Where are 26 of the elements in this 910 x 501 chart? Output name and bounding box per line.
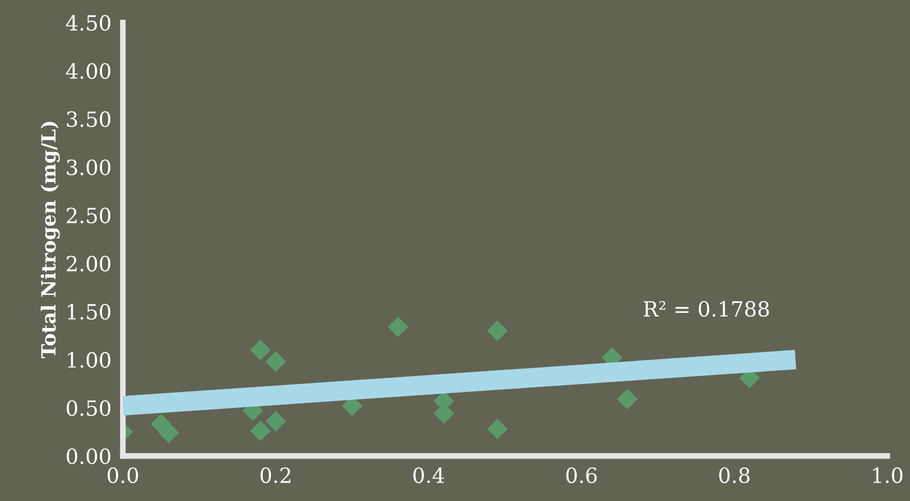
x-tick-label: 0.6	[566, 467, 597, 484]
y-tick-label: 2.50	[66, 208, 110, 224]
point	[265, 410, 286, 432]
point	[250, 340, 271, 360]
y-axis-title: Total Nitrogen (mg/L)	[40, 122, 60, 358]
y-tick-label: 1.00	[68, 352, 110, 368]
x-tick-label: 1.0	[873, 467, 902, 484]
y-tick-label: 4.00	[66, 63, 110, 79]
y-tick-label: 2.00	[66, 256, 110, 272]
y-tick-label: 0.00	[66, 448, 110, 464]
point	[265, 351, 286, 372]
point	[617, 388, 638, 410]
y-tick-label: 4.50	[66, 15, 110, 31]
y-tick-label: 3.50	[66, 111, 110, 128]
point	[487, 418, 508, 440]
annotation: R² = 0.1788	[644, 301, 769, 317]
point	[487, 320, 508, 342]
x-tick-label: 0.2	[260, 467, 290, 484]
x-tick-label: 0.4	[413, 467, 444, 484]
point	[388, 316, 408, 338]
x-tick-label: 0.0	[108, 467, 138, 484]
x-tick-label: 0.8	[719, 467, 750, 484]
y-tick-label: 3.00	[66, 159, 110, 176]
y-tick-label: 0.50	[66, 400, 110, 416]
y-tick-label: 1.50	[68, 304, 110, 320]
point	[250, 420, 271, 442]
